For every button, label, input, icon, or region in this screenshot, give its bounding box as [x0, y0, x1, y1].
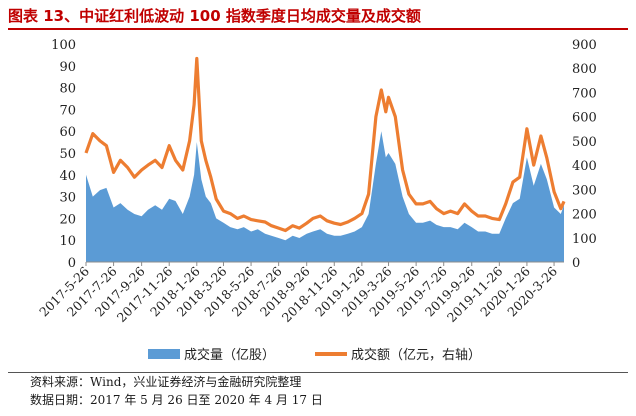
left-axis-tick-label: 10 — [59, 234, 76, 249]
left-axis-tick-label: 100 — [51, 38, 76, 53]
right-axis-tick-label: 700 — [572, 86, 597, 101]
right-axis-tick-label: 300 — [572, 183, 597, 198]
right-axis-tick-label: 200 — [572, 208, 597, 223]
left-axis-tick-label: 90 — [59, 60, 76, 75]
legend: 成交量（亿股） 成交额（亿元，右轴） — [148, 347, 481, 363]
title-bar: 图表 13、中证红利低波动 100 指数季度日均成交量及成交额 — [8, 2, 628, 30]
right-axis-tick-label: 100 — [572, 232, 597, 247]
right-axis-tick-label: 500 — [572, 135, 597, 150]
chart: 0 10 20 30 40 50 60 70 80 90 100 0 100 200 300 400 500 60… — [36, 38, 597, 363]
left-axis-tick-label: 60 — [59, 125, 76, 140]
right-axis-tick-label: 800 — [572, 62, 597, 77]
legend-swatch-volume — [148, 349, 180, 359]
left-axis-tick-label: 50 — [59, 147, 76, 162]
series-turnover-line — [84, 56, 566, 233]
footer: 资料来源：Wind，兴业证券经济与金融研究院整理 数据日期：2017 年 5 月… — [8, 372, 628, 409]
right-axis-tick-label: 900 — [572, 38, 597, 53]
legend-label-turnover: 成交额（亿元，右轴） — [351, 347, 481, 363]
right-axis-tick-label: 600 — [572, 111, 597, 126]
right-axis-tick-label: 400 — [572, 159, 597, 174]
left-axis-tick-label: 70 — [59, 103, 76, 118]
data-date-note: 数据日期：2017 年 5 月 26 日至 2020 年 4 月 17 日 — [30, 393, 323, 407]
left-axis-tick-label: 30 — [59, 191, 76, 206]
right-axis-tick-label: 0 — [572, 256, 580, 271]
left-axis-tick-label: 80 — [59, 82, 76, 97]
left-axis-tick-label: 20 — [59, 212, 76, 227]
plot-layer — [84, 56, 566, 262]
left-axis-tick-label: 0 — [68, 256, 76, 271]
series-volume-area — [86, 131, 564, 262]
legend-label-volume: 成交量（亿股） — [184, 347, 275, 363]
left-axis-tick-label: 40 — [59, 169, 76, 184]
chart-title: 图表 13、中证红利低波动 100 指数季度日均成交量及成交额 — [8, 7, 421, 25]
source-note: 资料来源：Wind，兴业证券经济与金融研究院整理 — [30, 375, 302, 389]
